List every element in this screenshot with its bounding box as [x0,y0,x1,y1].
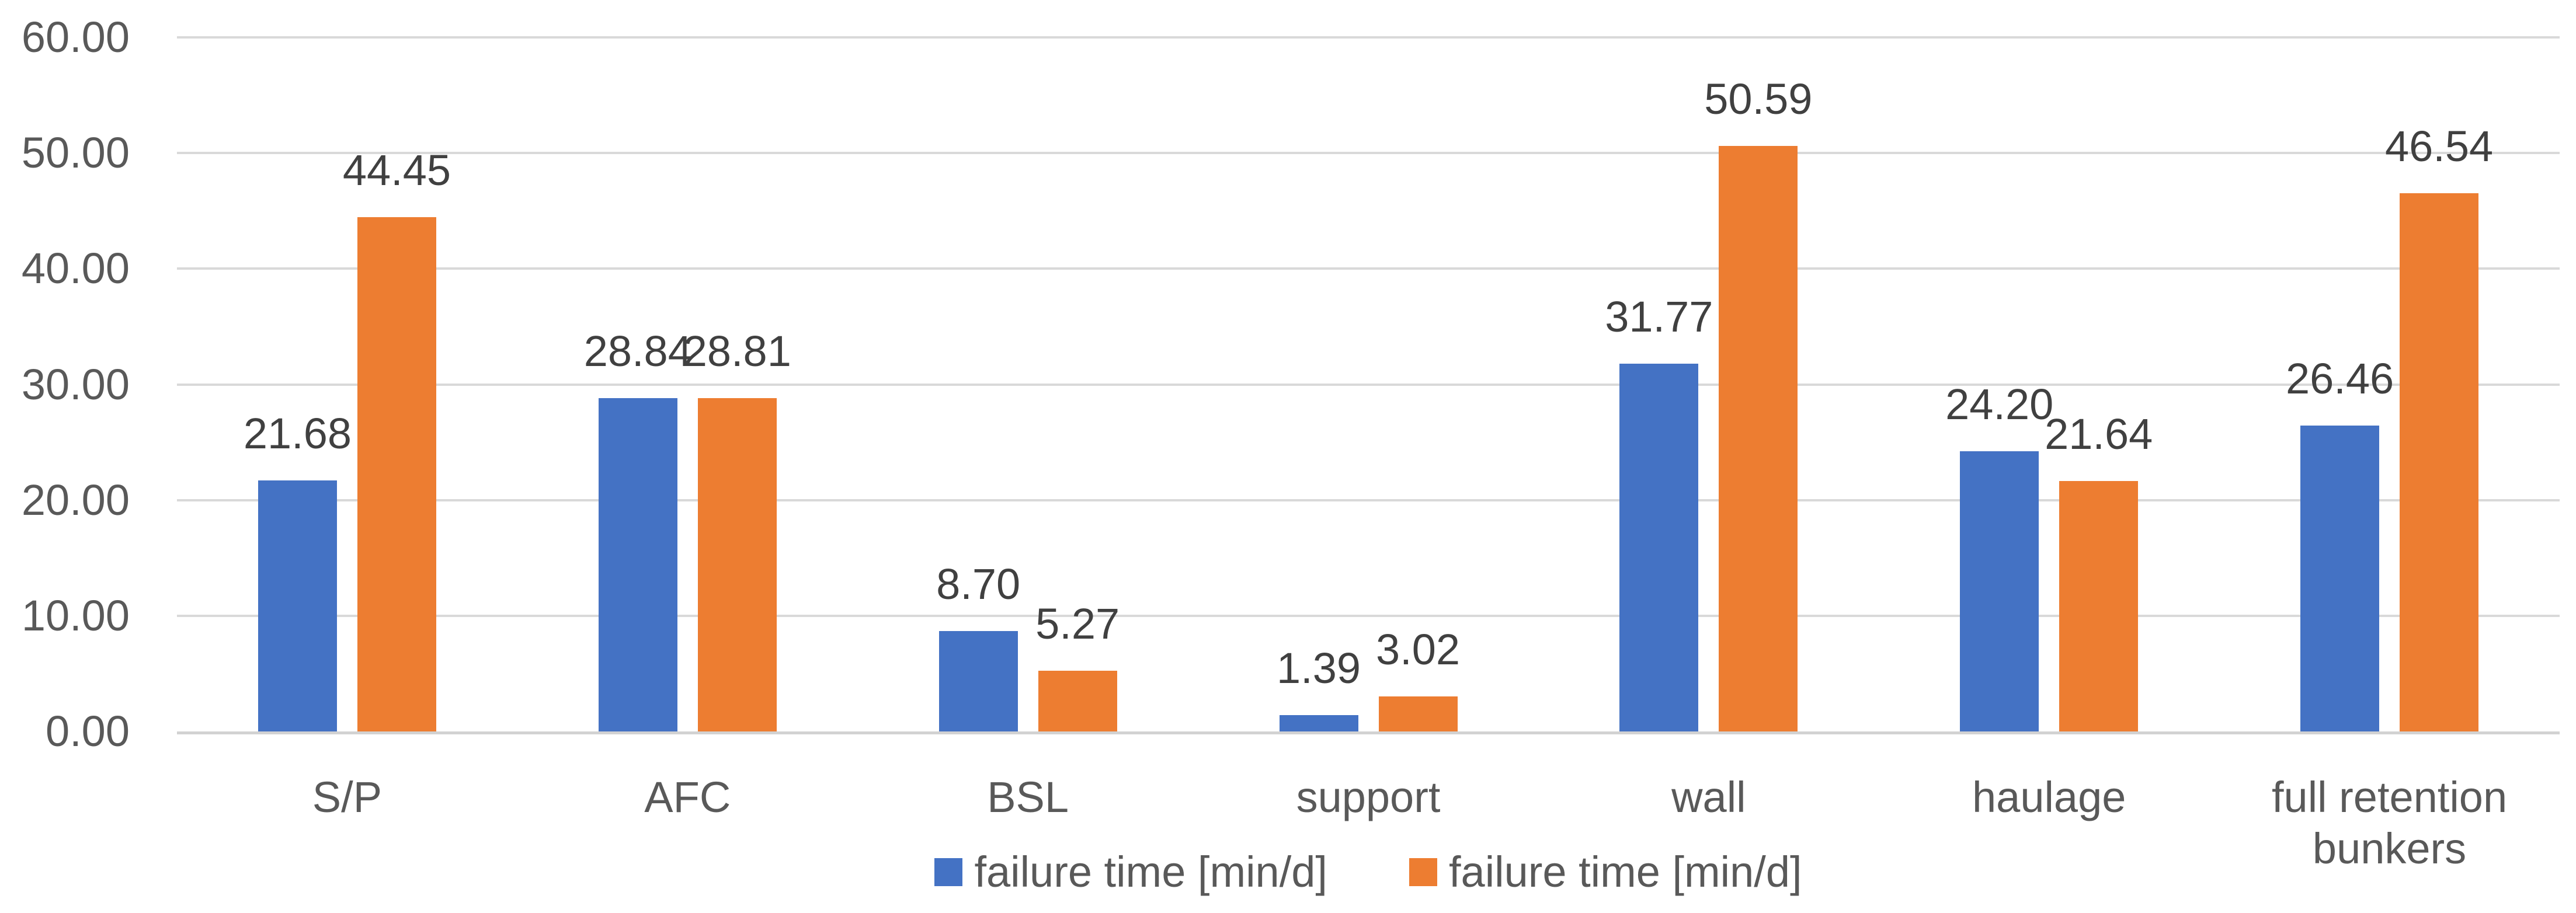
bar-support-series-2 [1378,696,1458,731]
bar-bsl-series-2 [1038,670,1117,731]
category-label-bsl: BSL [987,773,1069,821]
bar-full-retention-bunkers-series-2 [2400,193,2479,731]
value-label-support-series-1: 1.39 [1276,644,1361,693]
legend-swatch-1 [934,858,963,886]
bar-support-series-1 [1279,715,1358,731]
gridline-30 [177,383,2560,386]
category-label-s-p: S/P [312,773,383,821]
legend-item-2: failure time [min/d] [1409,848,1802,897]
category-label-support: support [1296,773,1441,821]
value-label-haulage-series-2: 21.64 [2045,410,2153,459]
legend-label-2: failure time [min/d] [1449,848,1802,896]
bar-haulage-series-1 [1960,451,2039,731]
gridline-50 [177,152,2560,155]
value-label-full-retention-bunkers-series-1: 26.46 [2285,354,2394,403]
legend-swatch-2 [1409,858,1437,886]
y-tick-label-50-00: 50.00 [21,128,130,177]
y-tick-label-0-00: 0.00 [45,707,130,755]
value-label-afc-series-2: 28.81 [683,327,791,376]
bar-wall-series-1 [1619,364,1699,731]
bar-wall-series-2 [1719,146,1798,731]
bar-s-p-series-1 [258,480,337,731]
gridline-40 [177,267,2560,270]
y-tick-label-20-00: 20.00 [21,475,130,524]
legend-item-1: failure time [min/d] [934,848,1327,897]
value-label-afc-series-1: 28.84 [583,326,692,375]
gridline-10 [177,614,2560,617]
legend-label-1: failure time [min/d] [974,848,1327,896]
y-tick-label-10-00: 10.00 [21,591,130,640]
value-label-bsl-series-1: 8.70 [936,559,1021,608]
gridline-20 [177,499,2560,501]
y-axis: 0.00 10.00 20.00 30.00 40.00 50.00 60.00 [0,0,152,913]
value-label-s-p-series-2: 44.45 [342,146,451,195]
value-label-wall-series-1: 31.77 [1605,292,1713,341]
value-label-wall-series-2: 50.59 [1704,75,1813,124]
bar-full-retention-bunkers-series-1 [2300,425,2380,731]
category-label-wall: wall [1671,773,1746,821]
bar-afc-series-2 [697,398,777,731]
value-label-s-p-series-1: 21.68 [243,409,352,458]
category-label-haulage: haulage [1972,773,2126,821]
bar-afc-series-1 [598,398,677,731]
gridline-60 [177,36,2560,39]
value-label-support-series-2: 3.02 [1375,625,1461,674]
value-label-bsl-series-2: 5.27 [1035,599,1120,648]
y-tick-label-40-00: 40.00 [21,244,130,293]
category-label-afc: AFC [644,773,731,821]
value-label-full-retention-bunkers-series-2: 46.54 [2384,121,2494,170]
y-tick-label-60-00: 60.00 [21,13,130,61]
plot-area: 21.68 28.84 8.70 1.39 31.77 24.20 26.46 44.45 28… [177,36,2560,734]
bar-s-p-series-2 [357,217,436,731]
value-label-haulage-series-1: 24.20 [1945,380,2054,429]
y-tick-label-30-00: 30.00 [21,360,130,409]
bar-bsl-series-1 [938,630,1018,731]
legend: failure time [min/d] failure time [min/d] [177,844,2560,900]
bar-haulage-series-2 [2059,481,2139,731]
